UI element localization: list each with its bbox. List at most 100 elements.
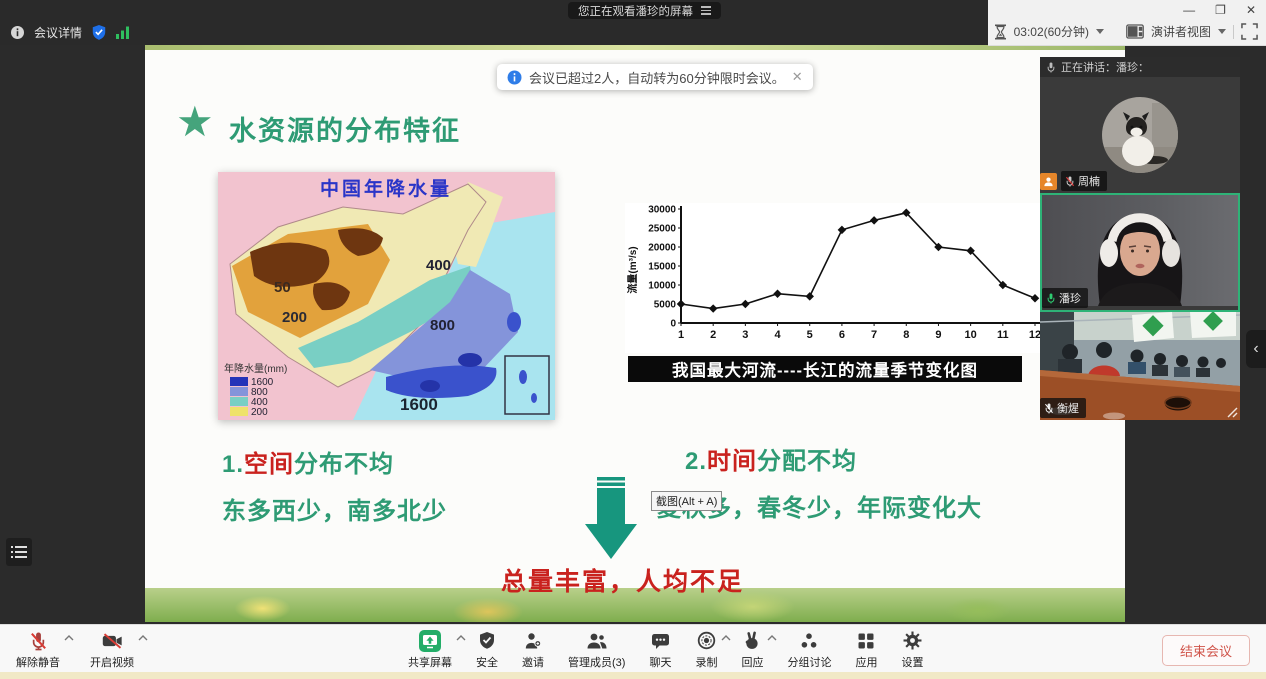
chevron-up-icon[interactable] (721, 635, 731, 641)
svg-text:10: 10 (965, 329, 977, 341)
maximize-button[interactable]: ❐ (1215, 3, 1226, 17)
reactions-button[interactable]: 回应 (741, 630, 777, 670)
unmute-button[interactable]: 解除静音 (16, 630, 74, 670)
star-icon: ★ (176, 98, 214, 145)
chat-bubble-icon (651, 633, 669, 649)
breakout-groups-icon (802, 632, 817, 648)
settings-button[interactable]: 设置 (901, 630, 923, 670)
chevron-up-icon[interactable] (767, 635, 777, 641)
chevron-up-icon[interactable] (64, 635, 74, 641)
record-icon (697, 631, 716, 650)
notice-close-button[interactable]: ✕ (791, 69, 803, 84)
chevron-up-icon[interactable] (456, 635, 466, 641)
gear-icon (903, 631, 922, 650)
chevron-up-icon[interactable] (138, 635, 148, 641)
webcam-video (1042, 195, 1238, 306)
notice-info-icon (507, 70, 522, 84)
shared-slide: ★ 水资源的分布特征 中国年降水量 50 200 (145, 45, 1125, 622)
mic-muted-icon (30, 632, 46, 650)
svg-text:5000: 5000 (654, 300, 677, 311)
apps-grid-icon (858, 633, 874, 648)
participant-tile-zhounan[interactable]: 周楠 (1040, 77, 1240, 193)
participant-list-toggle[interactable] (6, 538, 32, 566)
speaking-text: 正在讲话：潘珍： (1061, 62, 1149, 74)
timer-dropdown-icon[interactable] (1095, 29, 1104, 34)
china-precipitation-map: 中国年降水量 50 200 400 800 1600 年降水量(mm) 1600… (218, 172, 555, 420)
toolbar-left-group: 解除静音 开启视频 (16, 630, 148, 670)
svg-text:0: 0 (670, 319, 676, 330)
svg-text:8: 8 (903, 329, 909, 341)
breakout-rooms-button[interactable]: 分组讨论 (787, 630, 831, 670)
close-button[interactable]: ✕ (1245, 3, 1256, 17)
share-screen-button[interactable]: 共享屏幕 (408, 629, 466, 670)
iso-label-800: 800 (430, 317, 455, 334)
conclusion-text: 总量丰富，人均不足 (501, 568, 745, 596)
resize-grip-icon[interactable] (1226, 406, 1238, 418)
mic-active-icon (1047, 293, 1055, 303)
view-mode-button[interactable]: 演讲者视图 (1150, 25, 1211, 39)
meeting-details-button[interactable]: 会议详情 (34, 26, 83, 40)
view-mode-dropdown-icon[interactable] (1218, 29, 1226, 34)
participant-name: 衡煋 (1057, 403, 1079, 415)
down-arrow-icon (585, 477, 637, 559)
chat-button[interactable]: 聊天 (649, 630, 671, 670)
org-badge-icon (1040, 172, 1057, 190)
banner-menu-icon[interactable] (701, 6, 711, 15)
name-tag: 周楠 (1040, 171, 1107, 191)
members-icon (587, 633, 607, 648)
name-tag: 衡煋 (1040, 398, 1086, 418)
participant-name: 周楠 (1078, 176, 1100, 188)
info-icon (11, 26, 24, 39)
svg-text:800: 800 (251, 387, 268, 398)
minimize-button[interactable]: — (1183, 3, 1196, 17)
svg-text:12: 12 (1029, 329, 1041, 341)
list-icon (11, 546, 27, 558)
meeting-timer[interactable]: 03:02(60分钟) (1013, 25, 1089, 39)
start-video-button[interactable]: 开启视频 (90, 630, 148, 670)
fullscreen-icon[interactable] (1241, 23, 1258, 40)
participant-tile-classroom[interactable]: 衡煋 (1040, 312, 1240, 420)
invite-person-icon (525, 632, 541, 648)
svg-text:4: 4 (774, 329, 781, 341)
participant-tile-panzhen[interactable]: 潘珍 (1040, 193, 1240, 312)
slide-bottom-decoration (145, 588, 1125, 622)
mic-muted-icon (1065, 176, 1075, 186)
map-title: 中国年降水量 (320, 177, 452, 200)
bottom-toolbar: 解除静音 开启视频 (0, 624, 1266, 672)
invite-button[interactable]: 邀请 (522, 630, 544, 670)
screenshot-shortcut-tooltip: 截图(Alt + A) (651, 491, 723, 511)
shared-screen-stage: ★ 水资源的分布特征 中国年降水量 50 200 (0, 45, 1266, 625)
view-controls: 03:02(60分钟) 演讲者视图 (994, 23, 1258, 40)
share-screen-icon (419, 629, 441, 652)
svg-text:5: 5 (807, 329, 813, 341)
cat-avatar-image (1102, 97, 1178, 173)
hourglass-icon (994, 24, 1006, 39)
desktop-edge-strip (0, 672, 1266, 679)
topbar: — ❐ ✕ 您正在观看潘珍的屏幕 会议详情 (0, 0, 1266, 46)
security-button[interactable]: 安全 (476, 630, 498, 670)
shield-check-icon[interactable] (91, 24, 107, 41)
iso-label-50: 50 (274, 279, 291, 296)
meeting-info-group: 会议详情 (10, 24, 130, 41)
map-legend: 1600 800 400 200 (230, 377, 274, 418)
signal-strength-icon (116, 26, 130, 39)
name-tag: 潘珍 (1042, 288, 1088, 308)
svg-text:7: 7 (871, 329, 877, 341)
manage-members-button[interactable]: 管理成员(3) (568, 630, 625, 670)
slide-title: 水资源的分布特征 (229, 116, 461, 146)
apps-button[interactable]: 应用 (855, 630, 877, 670)
speaking-indicator: 正在讲话：潘珍： (1040, 57, 1240, 77)
toolbar-center-group: 共享屏幕 安全 (408, 629, 923, 670)
sidebar-collapse-handle[interactable]: ‹ (1246, 330, 1266, 368)
video-sidebar: 正在讲话：潘珍： (1040, 57, 1240, 420)
iso-label-200: 200 (282, 309, 307, 326)
svg-text:15000: 15000 (648, 262, 676, 273)
svg-text:9: 9 (935, 329, 941, 341)
avatar (1102, 97, 1178, 173)
hand-peace-icon (746, 631, 759, 649)
record-button[interactable]: 录制 (695, 630, 731, 670)
end-meeting-button[interactable]: 结束会议 (1161, 635, 1250, 666)
svg-text:11: 11 (997, 329, 1009, 341)
